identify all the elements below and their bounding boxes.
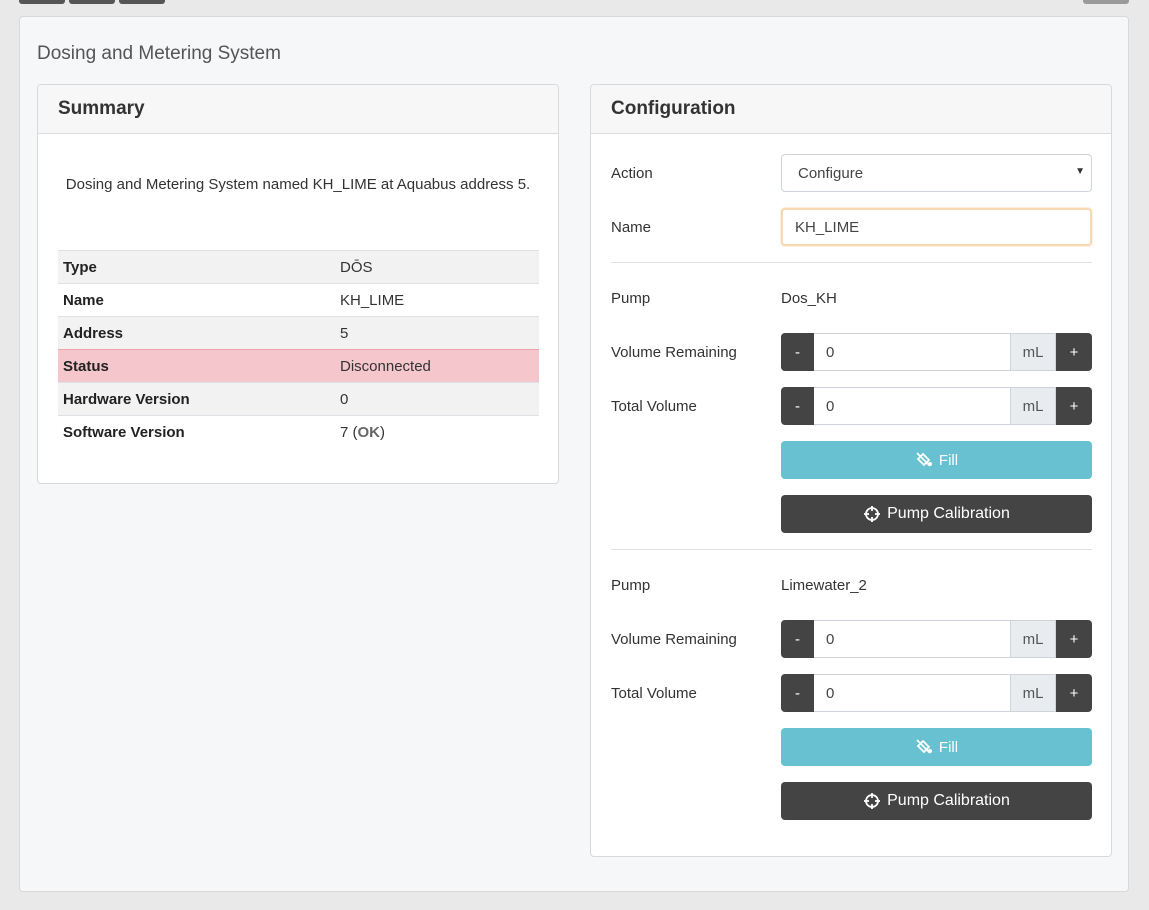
divider [611, 549, 1092, 550]
top-nav-button[interactable] [119, 0, 165, 4]
unit-addon: mL [1010, 620, 1056, 658]
volume-remaining-input[interactable]: 0 [814, 620, 1010, 658]
top-nav-button[interactable] [69, 0, 115, 4]
pump-calibration-label: Pump Calibration [887, 505, 1010, 522]
volume-remaining-label: Volume Remaining [611, 631, 737, 648]
row-key-address: Address [58, 316, 335, 350]
table-row: Name KH_LIME [58, 283, 539, 317]
row-key-name: Name [58, 283, 335, 317]
total-volume-stepper: - 0 mL + [781, 387, 1092, 425]
summary-table: Type DŌS Name KH_LIME Address 5 Status D… [58, 250, 539, 449]
total-volume-stepper: - 0 mL + [781, 674, 1092, 712]
total-volume-input[interactable]: 0 [814, 674, 1010, 712]
volume-remaining-label: Volume Remaining [611, 344, 737, 361]
fill-label: Fill [938, 738, 959, 756]
top-right-button[interactable] [1083, 0, 1129, 4]
pump-label: Pump [611, 577, 651, 594]
decrement-button[interactable]: - [781, 387, 814, 425]
increment-button[interactable]: + [1056, 674, 1092, 712]
crosshairs-icon [863, 505, 881, 523]
action-select[interactable]: Configure ▼ [781, 154, 1092, 192]
table-row: Type DŌS [58, 250, 539, 284]
pump-name: Limewater_2 [781, 577, 867, 594]
dos-panel: Dosing and Metering System Summary Dosin… [19, 16, 1129, 892]
divider [611, 262, 1092, 263]
action-label: Action [611, 165, 653, 182]
volume-remaining-input[interactable]: 0 [814, 333, 1010, 371]
increment-button[interactable]: + [1056, 333, 1092, 371]
table-row: Software Version 7 (OK) [58, 415, 539, 449]
summary-card: Summary Dosing and Metering System named… [37, 84, 559, 484]
volume-remaining-stepper: - 0 mL + [781, 620, 1092, 658]
page-title: Dosing and Metering System [37, 43, 281, 64]
table-row: Hardware Version 0 [58, 382, 539, 416]
row-key-type: Type [58, 250, 335, 284]
action-select-value: Configure [798, 164, 864, 182]
row-value-name: KH_LIME [335, 283, 539, 317]
row-value-type: DŌS [335, 250, 539, 284]
software-version-close: ) [380, 423, 386, 441]
pump-calibration-button[interactable]: Pump Calibration [781, 495, 1092, 533]
total-volume-label: Total Volume [611, 685, 697, 702]
configuration-header: Configuration [591, 85, 1111, 134]
increment-button[interactable]: + [1056, 387, 1092, 425]
table-row-status: Status Disconnected [58, 349, 539, 383]
total-volume-input[interactable]: 0 [814, 387, 1010, 425]
fill-button[interactable]: Fill [781, 441, 1092, 479]
row-value-software-version: 7 (OK) [335, 415, 539, 449]
summary-description: Dosing and Metering System named KH_LIME… [65, 176, 531, 193]
row-key-software-version: Software Version [58, 415, 335, 449]
caret-down-icon: ▼ [1075, 166, 1085, 177]
software-version-number: 7 ( [340, 423, 358, 441]
software-version-ok: OK [357, 423, 381, 441]
decrement-button[interactable]: - [781, 674, 814, 712]
pump-name: Dos_KH [781, 290, 837, 307]
unit-addon: mL [1010, 387, 1056, 425]
name-label: Name [611, 219, 652, 236]
pump-calibration-button[interactable]: Pump Calibration [781, 782, 1092, 820]
configuration-card: Configuration Action Configure ▼ Name Pu… [590, 84, 1112, 857]
summary-header: Summary [38, 85, 558, 134]
top-nav-button[interactable] [19, 0, 65, 4]
fill-label: Fill [938, 451, 959, 469]
decrement-button[interactable]: - [781, 333, 814, 371]
name-field[interactable] [781, 208, 1092, 246]
fill-drip-icon [915, 451, 933, 469]
crosshairs-icon [863, 792, 881, 810]
unit-addon: mL [1010, 674, 1056, 712]
decrement-button[interactable]: - [781, 620, 814, 658]
row-key-status: Status [58, 349, 335, 383]
table-row: Address 5 [58, 316, 539, 350]
pump-calibration-label: Pump Calibration [887, 792, 1010, 809]
total-volume-label: Total Volume [611, 398, 697, 415]
row-value-hardware-version: 0 [335, 382, 539, 416]
volume-remaining-stepper: - 0 mL + [781, 333, 1092, 371]
fill-drip-icon [915, 738, 933, 756]
row-key-hardware-version: Hardware Version [58, 382, 335, 416]
increment-button[interactable]: + [1056, 620, 1092, 658]
pump-label: Pump [611, 290, 651, 307]
row-value-address: 5 [335, 316, 539, 350]
unit-addon: mL [1010, 333, 1056, 371]
row-value-status: Disconnected [335, 349, 539, 383]
fill-button[interactable]: Fill [781, 728, 1092, 766]
